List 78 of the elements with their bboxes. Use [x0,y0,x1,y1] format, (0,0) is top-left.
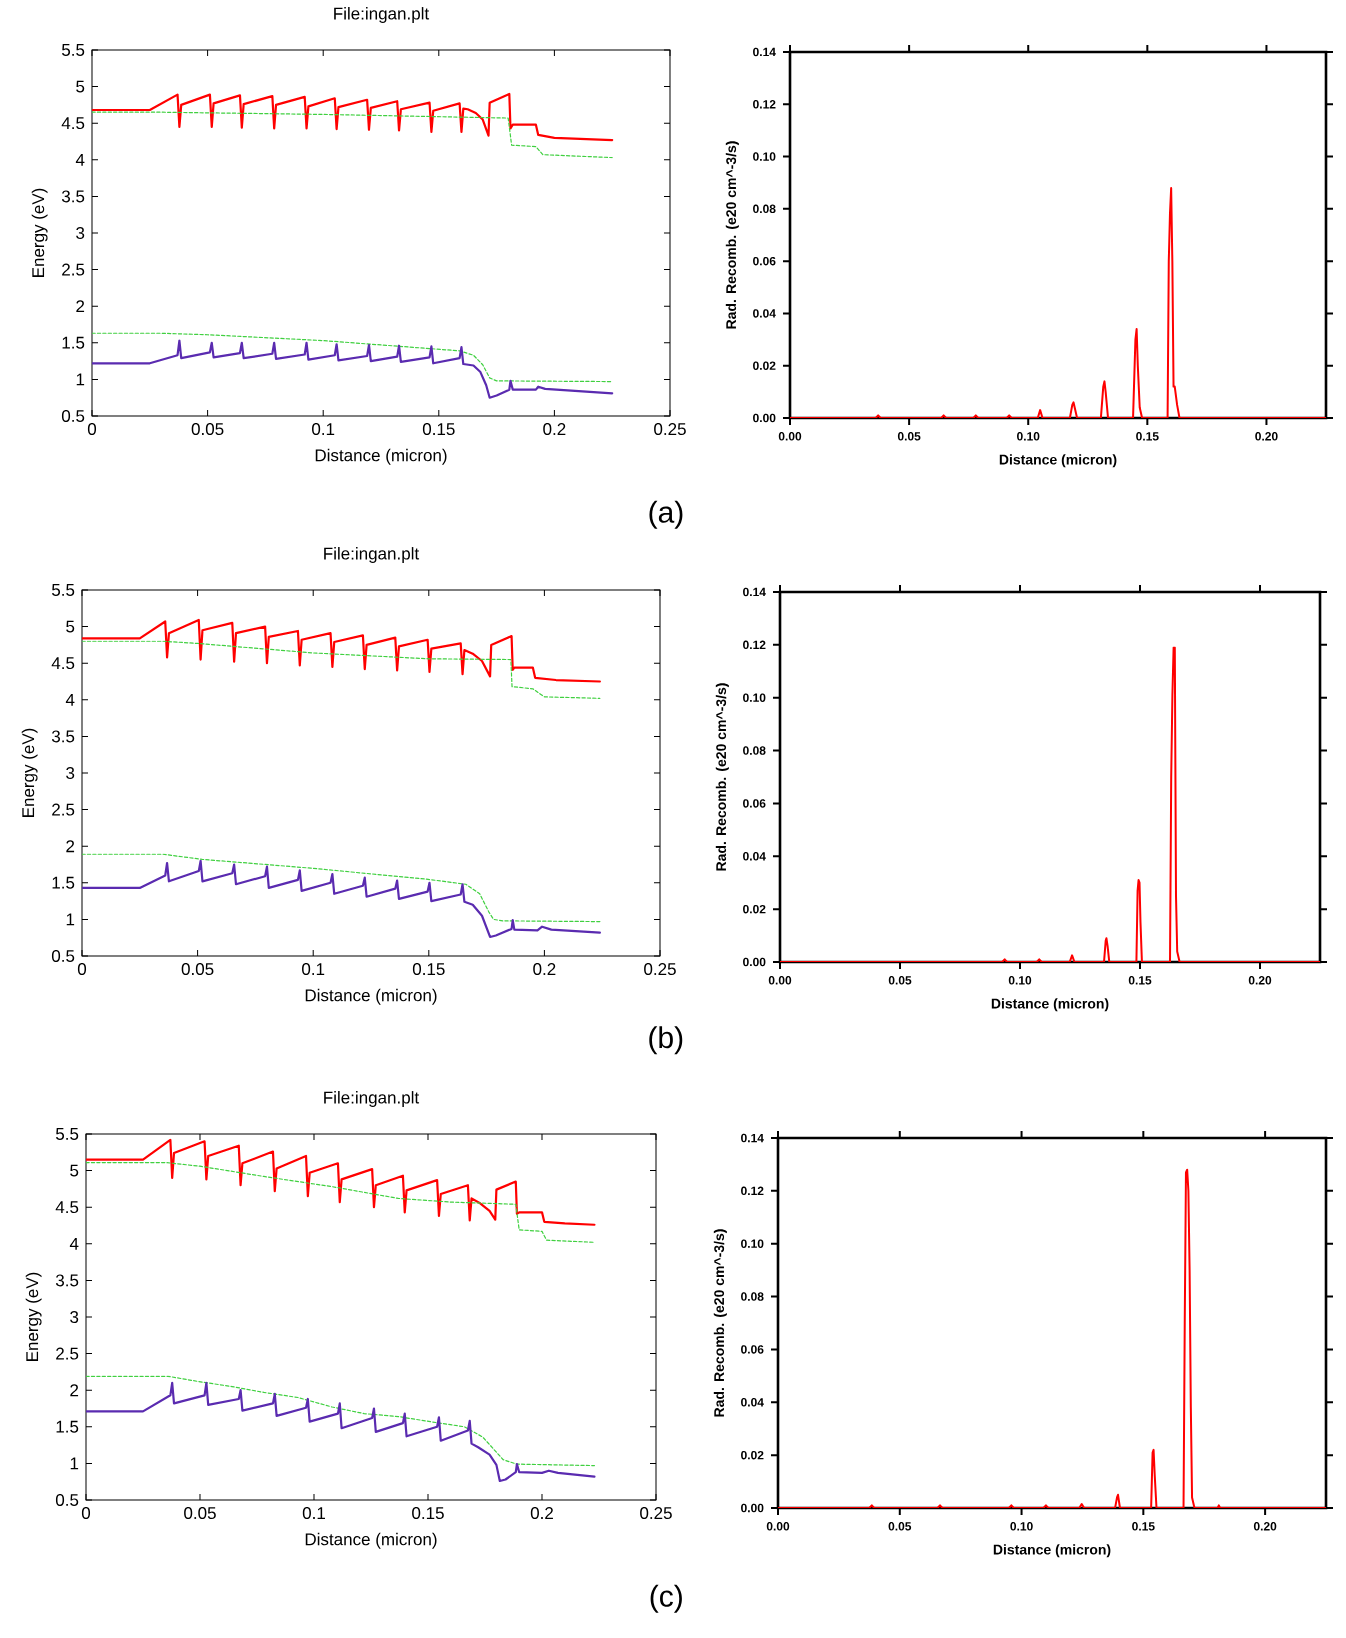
y-tick-label: 5 [76,80,85,93]
y-tick-label: 4 [69,1237,79,1250]
y-tick-label: 4 [75,153,85,166]
line-series [778,1168,1327,1508]
line-series [82,640,601,699]
y-tick-label: 2.5 [56,1347,79,1360]
x-tick-label: 0.15 [422,423,455,436]
line-series [92,332,613,383]
line-series [82,853,601,923]
x-tick-label: 0.15 [412,963,445,976]
y-tick-label: 2 [76,300,85,313]
y-tick-label: 3.5 [51,730,75,743]
x-tick-label: 0.1 [312,423,335,436]
y-tick-label: 4 [65,693,75,706]
x-tick-label: 0.25 [654,423,686,436]
x-tick-label: 0.1 [302,963,325,976]
y-tick-label: 1.5 [62,336,85,349]
x-tick-label: 0.25 [640,1507,672,1520]
line-series [86,1138,596,1226]
y-tick-label: 0.5 [61,409,85,422]
y-tick-label: 5.5 [51,584,75,596]
y-tick-label: 5 [66,620,75,633]
line-series [790,186,1326,418]
x-tick-label: 0.05 [184,1507,216,1520]
y-tick-label: 0.5 [55,1493,79,1506]
y-tick-label: 3 [70,1310,79,1323]
line-series [92,339,614,399]
y-tick-label: 1 [70,1457,79,1470]
chart-title: File:ingan.plt [324,547,420,563]
line-series [86,1375,596,1467]
y-tick-label: 4.5 [55,1201,79,1214]
y-tick-label: 3.5 [55,1274,79,1287]
x-tick-label: 0 [81,1507,91,1520]
y-axis-title: Energy (eV) [21,728,38,817]
x-tick-label: 0.05 [181,963,214,976]
y-tick-label: 5 [70,1164,79,1177]
x-axis-title: Distance (micron) [315,448,447,465]
y-axis-title: Energy (eV) [31,188,48,277]
y-tick-label: 4.5 [61,117,85,130]
y-tick-label: 1.5 [56,1420,79,1433]
y-tick-label: 1 [76,373,85,386]
y-tick-label: 1 [66,913,75,926]
x-axis-title: Distance (micron) [305,1532,437,1549]
text: (a) [649,500,683,529]
x-tick-label: 0 [87,423,97,436]
x-tick-label: 0.2 [543,423,566,436]
y-tick-label: 3 [66,766,75,779]
y-tick-label: 3 [76,226,85,239]
x-axis-title: Distance (micron) [305,988,437,1005]
x-tick-label: 0 [77,963,87,976]
y-tick-label: 2.5 [52,803,75,816]
line-series [86,1161,596,1243]
x-tick-label: 0.2 [533,963,556,976]
line-series [82,618,601,683]
y-tick-label: 2 [70,1384,79,1397]
y-tick-label: 1.5 [52,876,75,889]
line-series [86,1381,596,1483]
y-tick-label: 2.5 [62,263,85,276]
y-axis-title: Energy (eV) [25,1272,42,1361]
text: (c) [650,1584,682,1613]
text: (b) [649,1026,683,1055]
y-tick-label: 4.5 [51,657,75,670]
x-tick-label: 0.1 [302,1507,325,1520]
x-tick-label: 0.05 [191,423,224,436]
line-series [780,646,1321,962]
y-tick-label: 3.5 [61,190,85,203]
chart-title: File:ingan.plt [324,1091,420,1107]
y-tick-label: 5.5 [55,1128,79,1140]
line-series [92,111,613,159]
x-tick-label: 0.2 [530,1507,553,1520]
y-tick-label: 0.5 [51,949,75,962]
y-tick-label: 5.5 [61,44,85,56]
x-tick-label: 0.25 [644,963,676,976]
x-tick-label: 0.15 [412,1507,444,1520]
chart-title: File:ingan.plt [334,7,430,23]
line-series [92,92,614,142]
line-series [82,859,601,939]
y-tick-label: 2 [66,840,75,853]
